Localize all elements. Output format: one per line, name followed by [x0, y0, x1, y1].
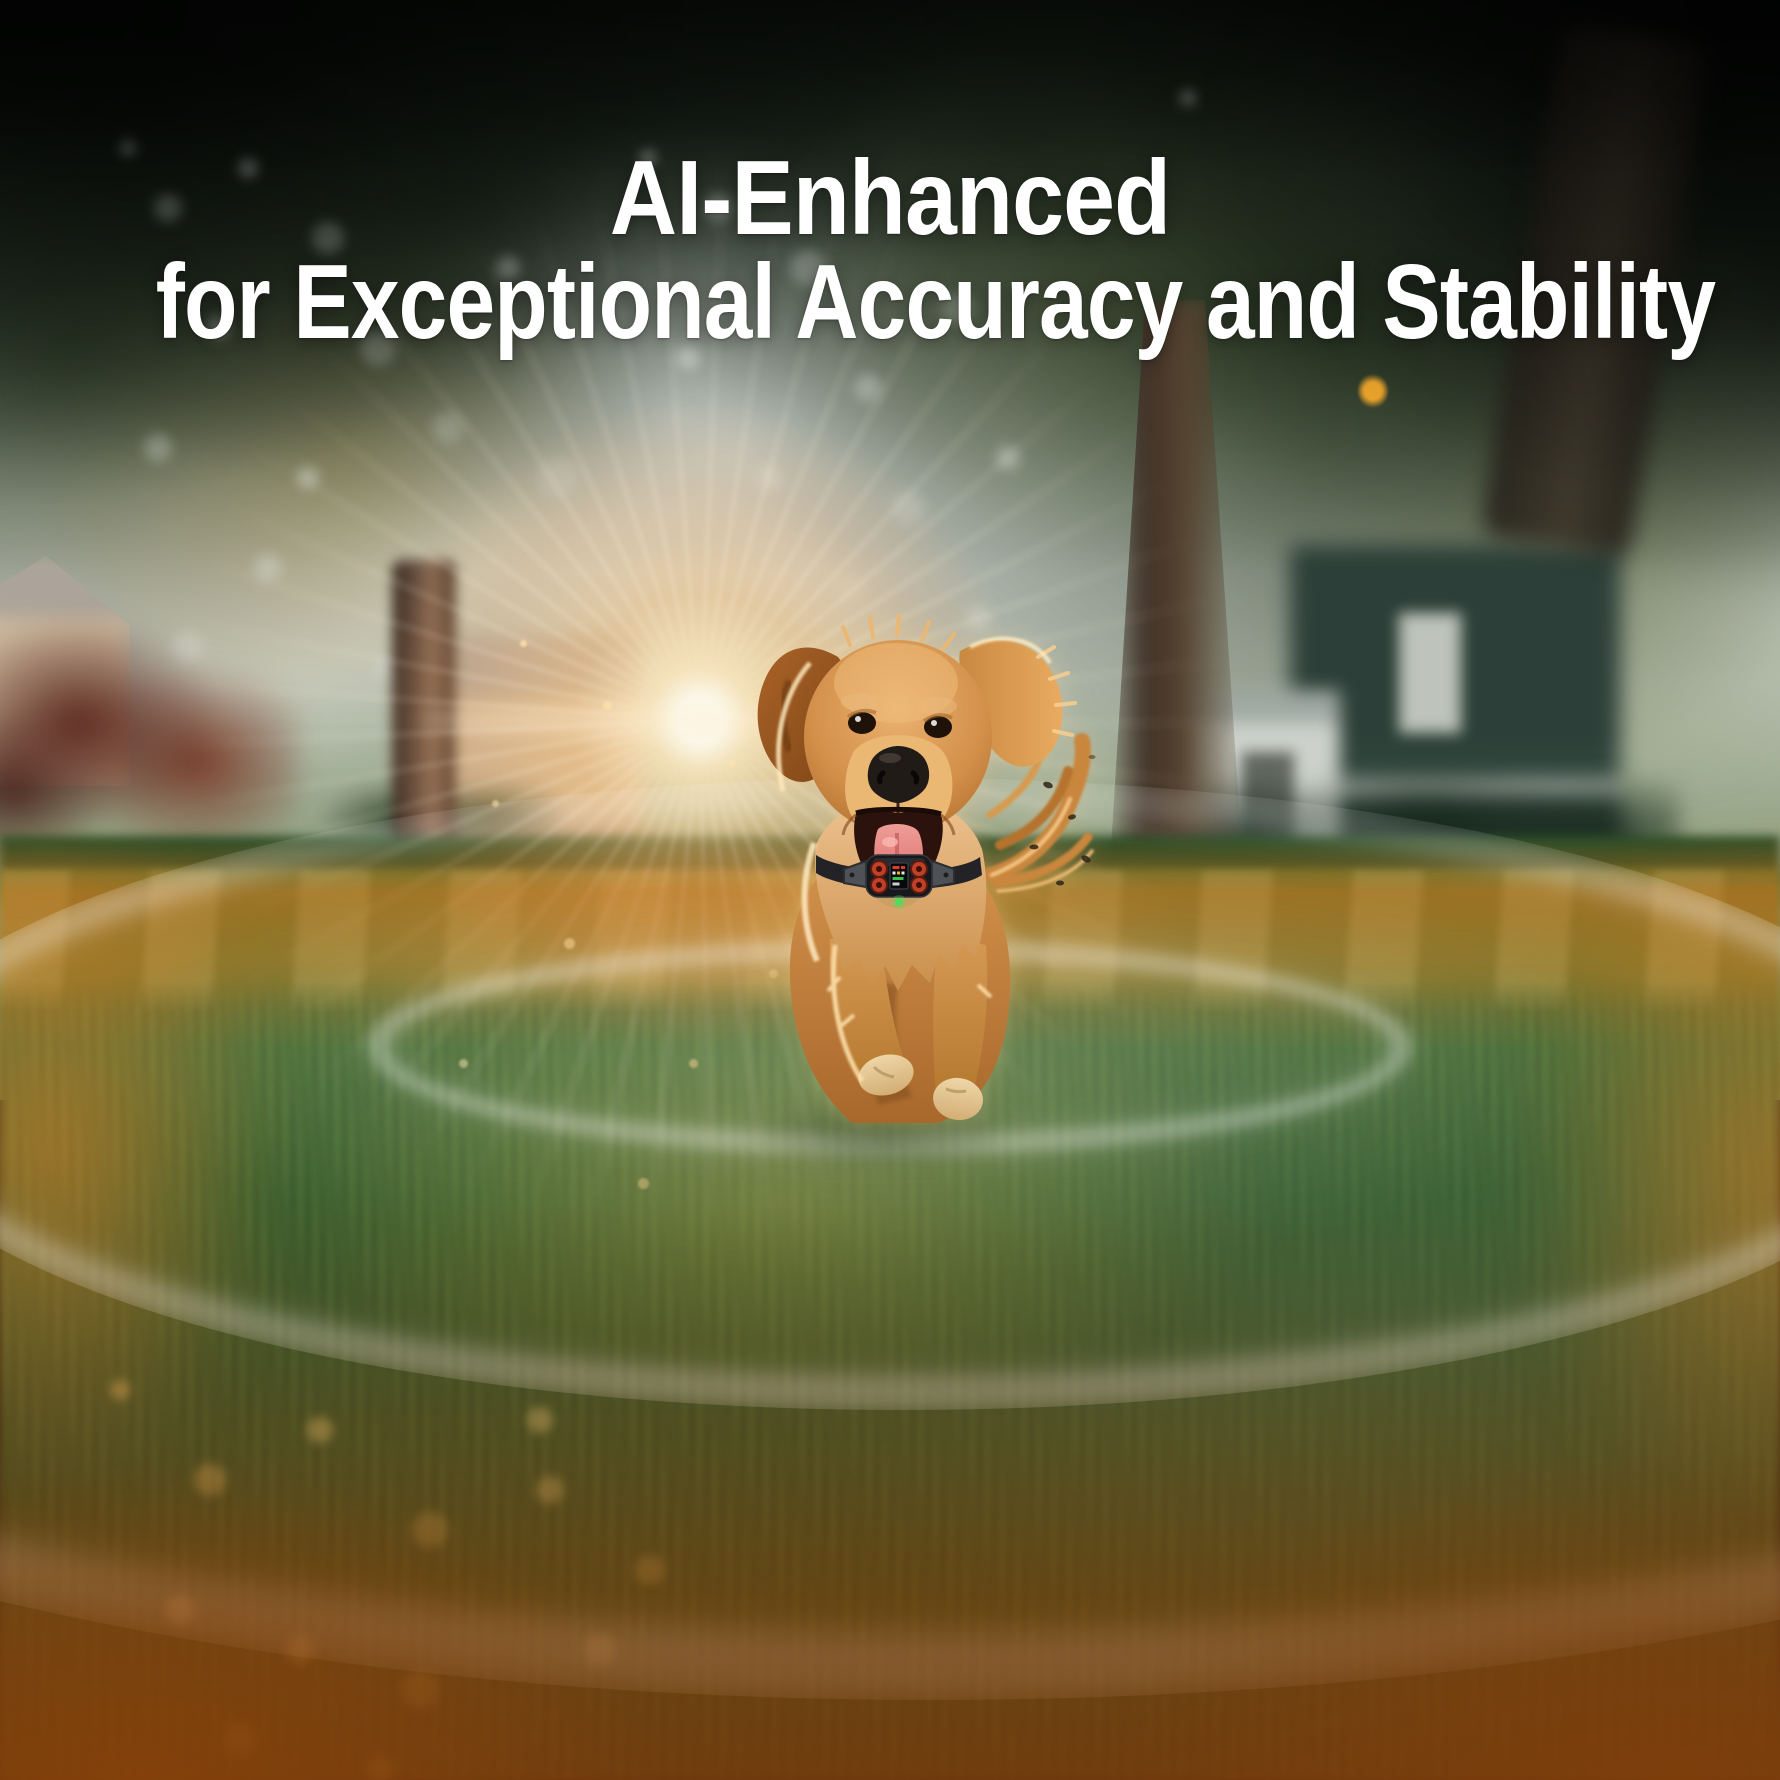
headline-line-1: AI-Enhanced [609, 139, 1171, 257]
headline-line-2: for Exceptional Accuracy and Stability [155, 243, 1716, 361]
headline: AI-Enhanced for Exceptional Accuracy and… [0, 139, 1780, 361]
